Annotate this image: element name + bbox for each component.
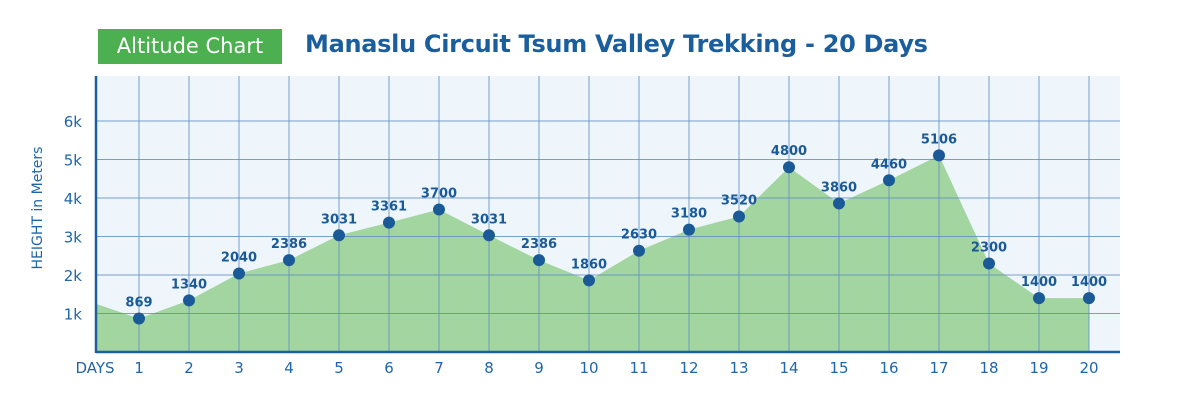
x-tick-label: 3 (234, 359, 244, 377)
data-label: 3361 (371, 200, 407, 215)
data-point (483, 229, 495, 242)
x-tick-label: 8 (484, 359, 494, 377)
data-label: 2300 (971, 240, 1007, 255)
x-tick-label: 19 (1029, 359, 1048, 377)
data-point (783, 161, 795, 174)
data-label: 2386 (521, 237, 557, 252)
data-point (433, 203, 445, 216)
y-tick-label: 5k (64, 152, 83, 170)
data-point (983, 257, 995, 270)
x-tick-label: 18 (979, 359, 998, 377)
x-tick-label: 11 (629, 359, 648, 377)
data-label: 5106 (921, 132, 957, 147)
x-tick-label: 15 (829, 359, 848, 377)
x-tick-label: 13 (729, 359, 748, 377)
data-point (633, 244, 645, 257)
x-tick-label: 10 (579, 359, 598, 377)
data-label: 3700 (421, 187, 457, 202)
data-label: 3180 (671, 207, 707, 222)
data-label: 4800 (771, 144, 807, 159)
data-point (1083, 292, 1095, 305)
data-label: 2386 (271, 237, 307, 252)
x-tick-label: 7 (434, 359, 444, 377)
data-point (583, 274, 595, 287)
data-label: 2040 (221, 250, 257, 265)
data-label: 1860 (571, 257, 607, 272)
x-tick-label: 12 (679, 359, 698, 377)
y-tick-label: 1k (64, 306, 83, 324)
x-tick-label: 20 (1079, 359, 1098, 377)
x-tick-label: 1 (134, 359, 144, 377)
data-label: 1340 (171, 277, 207, 292)
x-tick-label: 16 (879, 359, 898, 377)
y-tick-label: 2k (64, 267, 83, 285)
x-tick-label: 6 (384, 359, 394, 377)
data-point (233, 267, 245, 280)
data-label: 3520 (721, 193, 757, 208)
y-tick-label: 6k (64, 113, 83, 131)
y-tick-label: 3k (64, 229, 83, 247)
x-tick-label: 4 (284, 359, 294, 377)
data-point (533, 254, 545, 267)
x-tick-label: 17 (929, 359, 948, 377)
data-label: 1400 (1071, 275, 1107, 290)
x-tick-label: 14 (779, 359, 798, 377)
data-point (383, 216, 395, 229)
x-tick-label: 9 (534, 359, 544, 377)
chart-title: Manaslu Circuit Tsum Valley Trekking - 2… (305, 30, 928, 58)
data-point (833, 197, 845, 210)
data-label: 869 (125, 296, 152, 311)
data-label: 4460 (871, 157, 907, 172)
data-label: 3860 (821, 180, 857, 195)
data-label: 3031 (471, 212, 507, 227)
data-point (933, 149, 945, 162)
data-point (733, 210, 745, 223)
data-point (283, 254, 295, 267)
data-point (133, 312, 145, 325)
data-point (183, 294, 195, 307)
data-label: 1400 (1021, 275, 1057, 290)
altitude-chart-badge: Altitude Chart (98, 29, 282, 64)
data-label: 3031 (321, 212, 357, 227)
data-point (333, 229, 345, 242)
data-point (883, 174, 895, 187)
data-label: 2630 (621, 228, 657, 243)
x-axis-label: DAYS (75, 359, 114, 377)
data-point (683, 223, 695, 236)
x-tick-label: 2 (184, 359, 194, 377)
data-point (1033, 292, 1045, 305)
x-tick-label: 5 (334, 359, 344, 377)
y-tick-label: 4k (64, 190, 83, 208)
